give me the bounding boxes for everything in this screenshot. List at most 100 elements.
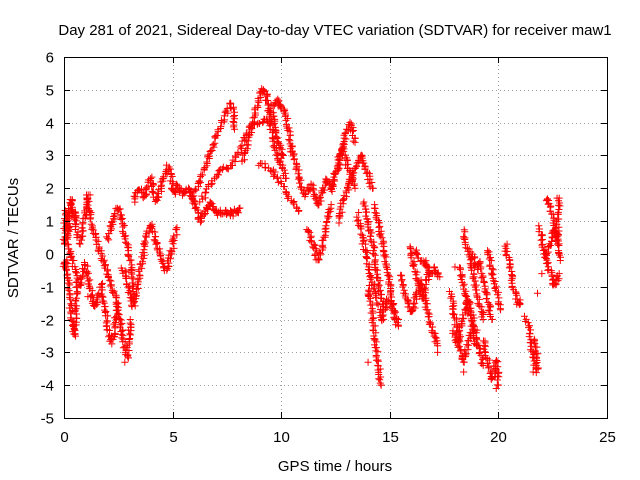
data-point [492, 365, 500, 373]
data-point [156, 252, 164, 260]
data-point [495, 373, 503, 381]
y-tick-label: -4 [41, 378, 54, 395]
data-point [542, 259, 550, 267]
data-point [376, 286, 384, 294]
data-point [229, 105, 237, 113]
data-point [295, 179, 303, 187]
data-point [118, 319, 126, 327]
data-point [479, 361, 487, 369]
data-point [556, 256, 564, 264]
data-point [361, 202, 369, 210]
data-point [129, 275, 137, 283]
data-point [124, 243, 132, 251]
data-point [409, 261, 417, 269]
data-point [247, 121, 255, 129]
data-point [471, 277, 479, 285]
data-point [240, 150, 248, 158]
data-point [106, 276, 114, 284]
data-point [473, 342, 481, 350]
data-point [383, 264, 391, 272]
data-point [487, 312, 495, 320]
data-point [69, 256, 77, 264]
data-point [370, 238, 378, 246]
data-point [460, 368, 468, 376]
data-point [548, 271, 556, 279]
data-point [371, 209, 379, 217]
data-point [64, 224, 72, 232]
data-point [273, 133, 281, 141]
data-point [397, 277, 405, 285]
data-point [458, 318, 466, 326]
data-point [553, 233, 561, 241]
data-point [493, 291, 501, 299]
data-point [463, 304, 471, 312]
data-point [527, 342, 535, 350]
data-point [151, 228, 159, 236]
data-point [413, 276, 421, 284]
data-point [295, 175, 303, 183]
chart-title: Day 281 of 2021, Sidereal Day-to-day VTE… [58, 22, 611, 39]
data-point [136, 271, 144, 279]
data-point [368, 229, 376, 237]
data-point [279, 151, 287, 159]
data-point [376, 222, 384, 230]
data-point [420, 292, 428, 300]
data-point [234, 148, 242, 156]
data-point [459, 282, 467, 290]
data-point [373, 299, 381, 307]
data-point [357, 230, 365, 238]
data-point [176, 186, 184, 194]
data-point [280, 166, 288, 174]
data-point [98, 286, 106, 294]
data-point [111, 314, 119, 322]
data-point [394, 322, 402, 330]
data-point [462, 244, 470, 252]
data-point [339, 139, 347, 147]
data-point [148, 224, 156, 232]
data-point [235, 205, 243, 213]
data-point [254, 102, 262, 110]
data-point [220, 112, 228, 120]
data-point [323, 212, 331, 220]
y-tick-label: 0 [46, 247, 54, 264]
data-point [86, 276, 94, 284]
data-point [309, 186, 317, 194]
data-point [306, 236, 314, 244]
data-point [420, 284, 428, 292]
data-point [72, 214, 80, 222]
data-point [148, 187, 156, 195]
data-point [242, 129, 250, 137]
data-point [516, 299, 524, 307]
data-point [364, 168, 372, 176]
data-point [125, 347, 133, 355]
data-point [141, 237, 149, 245]
y-tick-label: 4 [46, 116, 54, 133]
data-point [460, 280, 468, 288]
data-point [255, 161, 263, 169]
data-point [543, 250, 551, 258]
data-point [457, 333, 465, 341]
data-point [360, 236, 368, 244]
data-point [236, 204, 244, 212]
data-point [327, 186, 335, 194]
data-point [485, 307, 493, 315]
data-point [387, 303, 395, 311]
data-point [224, 165, 232, 173]
data-point [412, 275, 420, 283]
data-point [432, 333, 440, 341]
data-point [120, 221, 128, 229]
data-point [459, 314, 467, 322]
y-tick-label: -5 [41, 411, 54, 428]
data-point [173, 224, 181, 232]
data-point [110, 213, 118, 221]
data-point [527, 326, 535, 334]
data-point [277, 141, 285, 149]
data-point [271, 119, 279, 127]
data-point [205, 152, 213, 160]
data-point [290, 156, 298, 164]
data-point [206, 198, 214, 206]
data-point [289, 152, 297, 160]
data-point [488, 316, 496, 324]
data-point [455, 264, 463, 272]
data-point [212, 132, 220, 140]
